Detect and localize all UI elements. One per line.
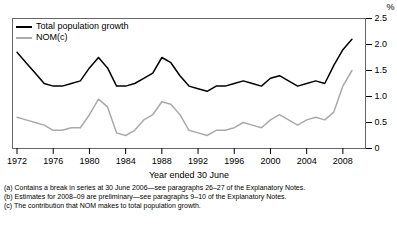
svg-text:2008: 2008 [333,156,353,166]
svg-text:2.0: 2.0 [375,39,388,49]
svg-text:0.5: 0.5 [375,117,388,127]
svg-text:1980: 1980 [79,156,99,166]
svg-text:1984: 1984 [116,156,136,166]
svg-text:1992: 1992 [188,156,208,166]
svg-text:2004: 2004 [297,156,317,166]
svg-text:1988: 1988 [152,156,172,166]
svg-text:0: 0 [375,143,380,153]
svg-text:%: % [386,2,394,12]
html-text:Total population growth: Total population growth [36,21,129,31]
html-text:(b) Estimates for 2008–09 are: (b) Estimates for 2008–09 are preliminar… [4,193,287,200]
svg-text:1976: 1976 [43,156,63,166]
svg-text:1.5: 1.5 [375,65,388,75]
html-text:(a) Contains a break in series: (a) Contains a break in series at 30 Jun… [4,184,306,191]
svg-text:2.5: 2.5 [375,13,388,23]
html-text:(c) The contribution that NOM: (c) The contribution that NOM makes to t… [4,202,201,209]
html-text:NOM(c): NOM(c) [36,32,68,42]
svg-text:1996: 1996 [224,156,244,166]
svg-text:2000: 2000 [260,156,280,166]
svg-text:1972: 1972 [7,156,27,166]
svg-text:Year ended 30 June: Year ended 30 June [149,170,229,180]
svg-text:1.0: 1.0 [375,91,388,101]
